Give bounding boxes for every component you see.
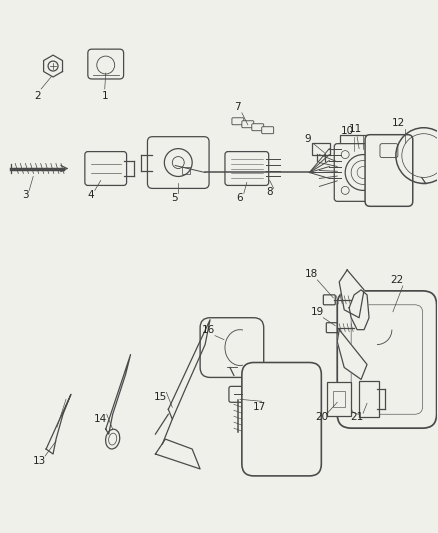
FancyBboxPatch shape (327, 382, 351, 416)
FancyBboxPatch shape (232, 118, 244, 125)
Text: 2: 2 (34, 91, 40, 101)
Polygon shape (337, 330, 367, 379)
Text: 19: 19 (311, 307, 324, 317)
Text: 17: 17 (253, 402, 266, 412)
FancyBboxPatch shape (340, 135, 368, 152)
Polygon shape (168, 320, 210, 419)
FancyBboxPatch shape (225, 151, 268, 185)
Text: 11: 11 (349, 124, 362, 134)
Text: 22: 22 (390, 275, 403, 285)
Text: 6: 6 (237, 193, 243, 204)
Text: 9: 9 (304, 134, 311, 144)
Text: 12: 12 (392, 118, 406, 128)
Polygon shape (349, 290, 369, 330)
Text: 7: 7 (235, 102, 241, 112)
FancyBboxPatch shape (88, 49, 124, 79)
Text: 8: 8 (266, 188, 273, 197)
FancyBboxPatch shape (242, 121, 254, 128)
Polygon shape (339, 270, 364, 318)
FancyBboxPatch shape (380, 144, 398, 158)
Text: 21: 21 (350, 412, 364, 422)
FancyBboxPatch shape (334, 144, 392, 201)
Text: 13: 13 (32, 456, 46, 466)
FancyBboxPatch shape (252, 124, 264, 131)
FancyBboxPatch shape (312, 143, 330, 155)
Polygon shape (106, 354, 131, 434)
FancyBboxPatch shape (85, 151, 127, 185)
Ellipse shape (106, 429, 120, 449)
Text: 4: 4 (88, 190, 94, 200)
Text: 18: 18 (305, 269, 318, 279)
Polygon shape (46, 394, 71, 454)
Polygon shape (155, 439, 200, 469)
Text: 20: 20 (315, 412, 328, 422)
FancyBboxPatch shape (337, 291, 437, 428)
FancyBboxPatch shape (326, 322, 338, 333)
FancyBboxPatch shape (365, 135, 413, 206)
Text: 16: 16 (201, 325, 215, 335)
FancyBboxPatch shape (323, 295, 335, 305)
FancyBboxPatch shape (242, 362, 321, 476)
Text: 14: 14 (94, 414, 107, 424)
Text: 10: 10 (341, 126, 354, 136)
Text: 5: 5 (171, 193, 177, 204)
FancyBboxPatch shape (359, 382, 379, 417)
FancyBboxPatch shape (229, 386, 247, 402)
Text: 3: 3 (22, 190, 28, 200)
FancyBboxPatch shape (148, 136, 209, 188)
FancyBboxPatch shape (200, 318, 264, 377)
Text: 1: 1 (102, 91, 108, 101)
FancyBboxPatch shape (262, 127, 274, 134)
Text: 15: 15 (154, 392, 167, 402)
